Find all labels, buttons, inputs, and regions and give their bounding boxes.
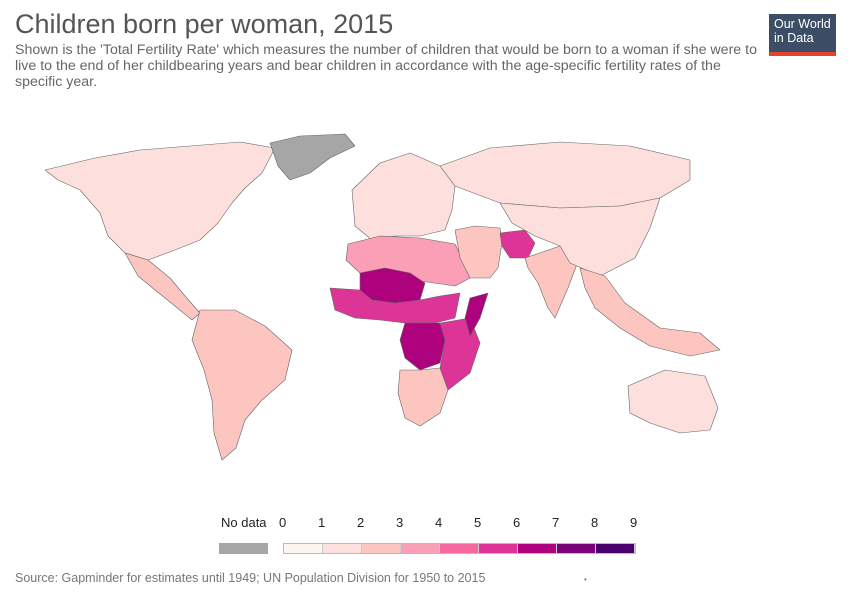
legend-bin-0-1 [284, 544, 323, 553]
world-map[interactable] [0, 118, 850, 498]
owid-logo[interactable]: Our World in Data [769, 14, 836, 56]
region-dr-congo[interactable] [399, 322, 446, 371]
region-central-america[interactable] [124, 252, 201, 321]
legend-bin-7-8 [557, 544, 596, 553]
region-russia[interactable] [439, 141, 691, 209]
legend-bin-4-5 [440, 544, 479, 553]
region-southern-africa[interactable] [397, 367, 449, 427]
source-note: Source: Gapminder for estimates until 19… [15, 571, 486, 585]
region-south-america[interactable] [191, 309, 293, 461]
chart-title: Children born per woman, 2015 [15, 9, 394, 39]
legend-no-data-swatch [219, 543, 268, 554]
chart-subtitle: Shown is the 'Total Fertility Rate' whic… [15, 42, 757, 90]
legend-tick-8: 8 [591, 515, 599, 530]
region-southeast-asia[interactable] [579, 267, 721, 357]
legend-tick-3: 3 [396, 515, 404, 530]
region-somalia[interactable] [464, 292, 489, 337]
legend-tick-0: 0 [279, 515, 287, 530]
region-europe[interactable] [351, 152, 456, 241]
legend-bin-6-7 [518, 544, 557, 553]
region-greenland[interactable] [269, 133, 356, 181]
legend-bin-8-9 [596, 544, 635, 553]
legend-tick-1: 1 [318, 515, 326, 530]
legend-color-scale [283, 543, 636, 554]
legend-tick-6: 6 [513, 515, 521, 530]
region-north-america[interactable] [44, 141, 276, 261]
region-afghanistan[interactable] [499, 229, 536, 259]
legend-bin-1-2 [323, 544, 362, 553]
legend-bin-3-4 [401, 544, 440, 553]
region-middle-east[interactable] [454, 225, 503, 279]
legend-bin-5-6 [479, 544, 518, 553]
region-australia[interactable] [627, 369, 719, 434]
region-central-africa[interactable] [329, 287, 461, 324]
legend-tick-7: 7 [552, 515, 560, 530]
legend-tick-4: 4 [435, 515, 443, 530]
logo-line-1: Our World [774, 17, 831, 31]
region-china[interactable] [499, 197, 661, 277]
legend-tick-9: 9 [630, 515, 638, 530]
legend-bin-2-3 [362, 544, 401, 553]
legend-tick-2: 2 [357, 515, 365, 530]
logo-line-2: in Data [774, 31, 814, 45]
legend-tick-5: 5 [474, 515, 482, 530]
legend-no-data-label: No data [221, 515, 267, 530]
footer-dot: • [584, 575, 587, 584]
